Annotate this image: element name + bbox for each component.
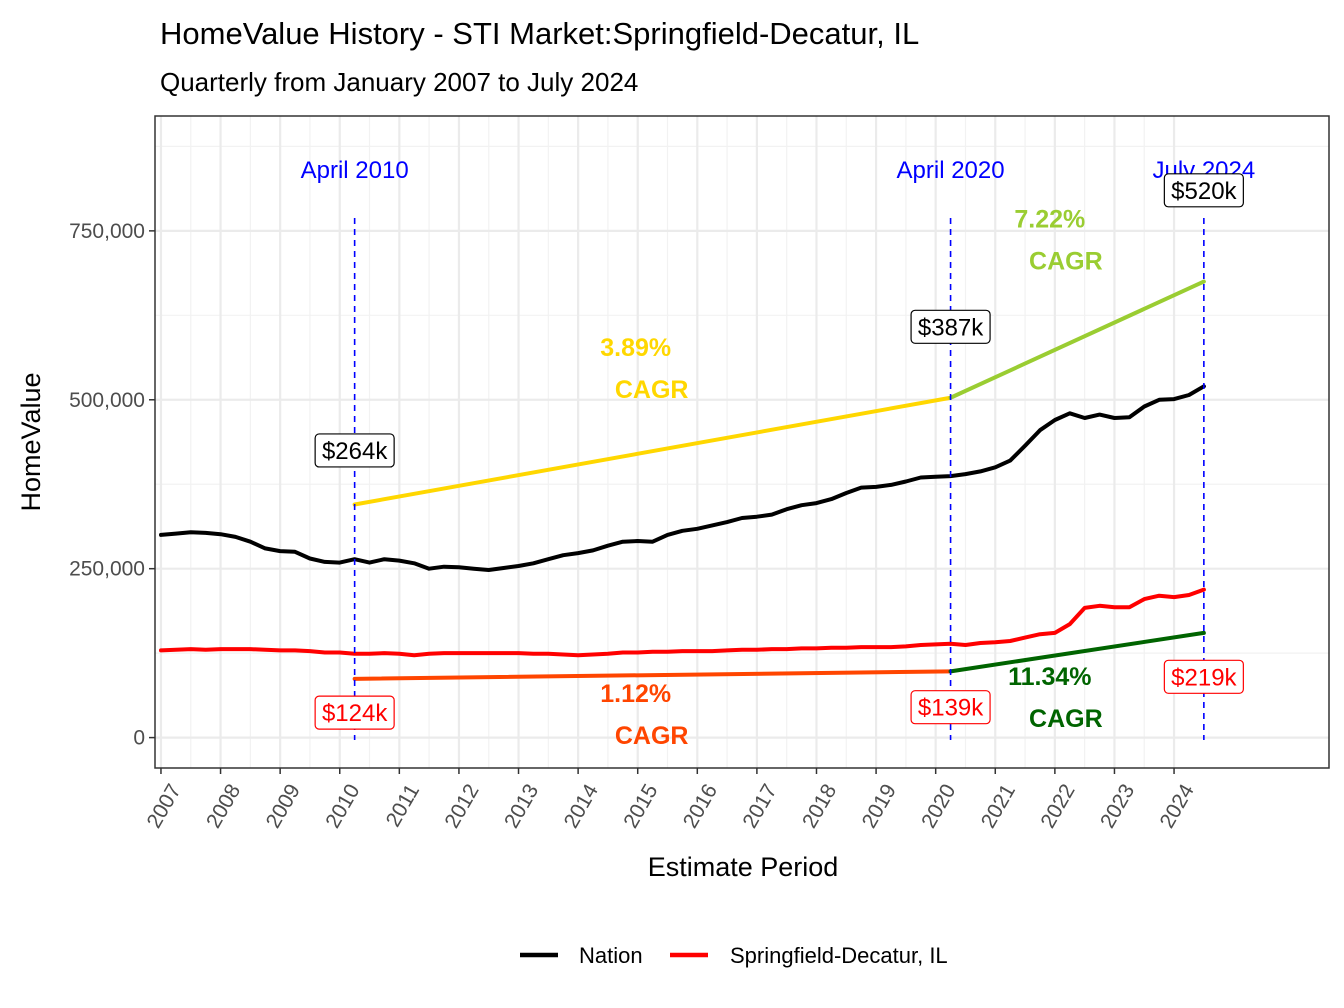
x-tick-label: 2010	[321, 780, 364, 832]
x-tick-label: 2016	[679, 780, 722, 832]
price-label-box	[910, 309, 991, 344]
cagr-percent: 7.22%	[1014, 205, 1085, 233]
y-tick-label: 500,000	[69, 389, 145, 412]
x-tick-label: 2015	[619, 780, 662, 832]
y-tick-label: 250,000	[69, 558, 145, 581]
series-line-nation	[159, 384, 1206, 572]
series-line-springfield-decatur-il	[159, 587, 1206, 658]
x-tick-label: 2023	[1096, 780, 1139, 832]
y-tick-label: 750,000	[69, 220, 145, 243]
annotations: 3.89% CAGR 7.22% CAGR 1.12% CAGR 11.34% CAGR $26…	[314, 173, 1244, 750]
price-label-box	[314, 695, 395, 730]
trend-line	[352, 395, 953, 507]
trend-lines	[352, 279, 1206, 681]
price-label-text: $124k	[322, 700, 388, 727]
x-tick-label: 2009	[262, 780, 305, 832]
cagr-percent: 11.34%	[1008, 663, 1091, 691]
series-lines	[159, 384, 1206, 658]
panel-border	[154, 115, 1330, 769]
x-tick-label: 2022	[1036, 780, 1079, 832]
cagr-word: CAGR	[615, 376, 689, 404]
cagr-word: CAGR	[615, 722, 689, 750]
x-tick-label: 2012	[440, 780, 483, 832]
price-label-text: $264k	[322, 438, 388, 465]
cagr-word: CAGR	[1029, 247, 1103, 275]
trend-line	[948, 630, 1206, 674]
cagr-word: CAGR	[1029, 705, 1103, 733]
price-label: $124k	[314, 695, 395, 730]
price-label: $139k	[910, 690, 991, 725]
price-label-box	[1163, 659, 1244, 694]
marker-label: April 2020	[897, 157, 1005, 184]
price-label: $520k	[1163, 173, 1244, 208]
x-tick-label: 2013	[500, 780, 543, 832]
price-label-text: $139k	[918, 695, 984, 722]
x-tick-label: 2008	[202, 780, 245, 832]
price-label: $219k	[1163, 659, 1244, 694]
price-label-text: $387k	[918, 314, 984, 341]
x-tick-label: 2021	[977, 780, 1020, 832]
legend-label: Nation	[579, 943, 643, 968]
price-label-text: $219k	[1171, 664, 1237, 691]
y-axis: 0 250,000 500,000 750,000	[69, 220, 155, 750]
x-axis: 2007 2008 2009 2010 2011 2012 2013 2014 2015 2016…	[142, 768, 1199, 832]
trend-line	[948, 279, 1206, 400]
marker-label: April 2010	[301, 157, 409, 184]
x-axis-label: Estimate Period	[648, 852, 839, 882]
legend: Nation Springfield-Decatur, IL	[520, 943, 948, 968]
cagr-annotation: 1.12% CAGR	[600, 680, 688, 750]
price-label-box	[314, 433, 395, 468]
chart-subtitle: Quarterly from January 2007 to July 2024	[160, 67, 638, 97]
x-tick-label: 2024	[1156, 780, 1199, 832]
cagr-percent: 1.12%	[600, 680, 671, 708]
trend-line	[352, 669, 953, 681]
price-label-box	[910, 690, 991, 725]
price-label: $387k	[910, 309, 991, 344]
chart-title: HomeValue History - STI Market:Springfie…	[160, 16, 919, 51]
cagr-annotation: 3.89% CAGR	[600, 334, 688, 404]
y-tick-label: 0	[133, 727, 145, 750]
price-label: $264k	[314, 433, 395, 468]
x-tick-label: 2007	[142, 780, 185, 832]
cagr-annotation: 11.34% CAGR	[1008, 663, 1103, 733]
legend-label: Springfield-Decatur, IL	[730, 943, 948, 968]
cagr-annotation: 7.22% CAGR	[1014, 205, 1102, 275]
x-tick-label: 2017	[738, 780, 781, 832]
cagr-percent: 3.89%	[600, 334, 671, 362]
gridlines	[155, 116, 1329, 768]
x-tick-label: 2014	[560, 780, 603, 832]
price-label-box	[1163, 173, 1244, 208]
x-tick-label: 2020	[917, 780, 960, 832]
x-tick-label: 2011	[382, 780, 425, 831]
x-tick-label: 2018	[798, 780, 841, 832]
x-tick-label: 2019	[858, 780, 901, 832]
price-label-text: $520k	[1171, 178, 1237, 205]
y-axis-label: HomeValue	[16, 372, 46, 511]
